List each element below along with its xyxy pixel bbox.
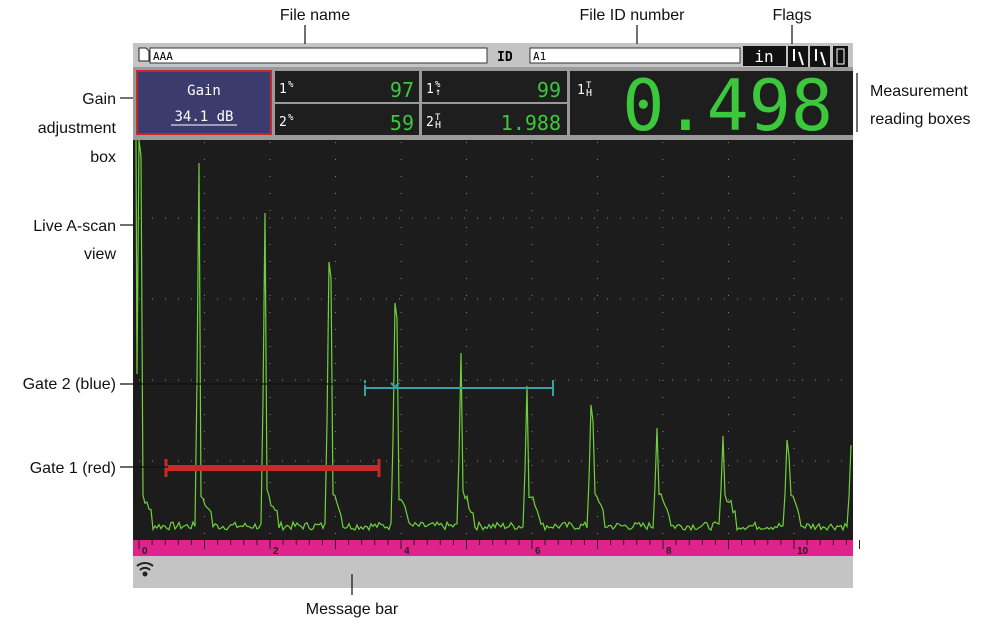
a-scan bbox=[133, 140, 853, 540]
gate-2-ends bbox=[364, 380, 554, 396]
callout: Gate 2 (blue) bbox=[23, 376, 116, 393]
callout: box bbox=[90, 149, 116, 166]
reading-type: % bbox=[288, 113, 294, 123]
file-icon bbox=[138, 47, 150, 62]
waveform bbox=[135, 139, 852, 532]
reading-type: H bbox=[586, 88, 592, 99]
reading-value: 59 bbox=[390, 111, 414, 135]
reading-box bbox=[422, 71, 567, 102]
flag-icons bbox=[788, 46, 848, 67]
reading-type: % bbox=[435, 80, 441, 90]
reading-value: 97 bbox=[390, 78, 414, 102]
reading-box bbox=[422, 104, 567, 135]
reading-type: H bbox=[435, 120, 441, 131]
reading-type: T bbox=[435, 113, 441, 123]
reading-gate: 2 bbox=[279, 115, 287, 130]
reading-gate: 2 bbox=[426, 115, 434, 130]
callout: Gain bbox=[82, 91, 116, 108]
callout-lines bbox=[120, 25, 858, 595]
file-name: AAA bbox=[153, 50, 173, 63]
callout: Message bar bbox=[306, 601, 399, 618]
ruler-label: 4 bbox=[404, 546, 410, 557]
callout: Flags bbox=[772, 7, 811, 24]
ruler bbox=[133, 540, 853, 556]
ruler-label: 0 bbox=[142, 546, 148, 557]
callout: Live A-scan bbox=[33, 218, 116, 235]
ruler-label: 6 bbox=[535, 546, 541, 557]
id-label: ID bbox=[497, 50, 513, 65]
gain-value: 34.1 dB bbox=[174, 109, 233, 125]
callout: adjustment bbox=[38, 120, 117, 137]
ruler-label: 8 bbox=[666, 546, 672, 557]
unit: in bbox=[754, 47, 773, 66]
reading-box bbox=[275, 71, 419, 102]
reading-value: 1.988 bbox=[501, 111, 561, 135]
reading-value: 99 bbox=[537, 78, 561, 102]
callout: File name bbox=[280, 7, 350, 24]
callout: view bbox=[84, 246, 116, 263]
file-id-box bbox=[529, 47, 741, 64]
reading-type: T bbox=[586, 81, 592, 91]
reading-gate: 1 bbox=[577, 83, 585, 98]
callout: Measurement bbox=[870, 83, 968, 100]
file-name-box bbox=[149, 47, 488, 64]
message-bar bbox=[133, 556, 853, 588]
reading-type: ↑ bbox=[435, 87, 441, 98]
ruler-label: 10 bbox=[797, 546, 809, 557]
main-reading-value: 0.498 bbox=[622, 65, 833, 147]
file-id: A1 bbox=[533, 50, 546, 63]
gate-1-ends bbox=[164, 459, 381, 477]
reading-gate: 1 bbox=[279, 82, 287, 97]
wifi-icon bbox=[136, 562, 154, 577]
reading-type: % bbox=[288, 80, 294, 90]
ruler-label: 2 bbox=[273, 546, 279, 557]
unit-box bbox=[743, 46, 786, 66]
callout: reading boxes bbox=[870, 111, 971, 128]
callout: File ID number bbox=[580, 7, 686, 24]
gain-label: Gain bbox=[187, 83, 221, 99]
gain-box[interactable] bbox=[136, 70, 272, 135]
reading-box bbox=[275, 104, 419, 135]
reading-gate: 1 bbox=[426, 82, 434, 97]
main-reading-box bbox=[570, 71, 853, 135]
callout: Gate 1 (red) bbox=[30, 460, 116, 477]
